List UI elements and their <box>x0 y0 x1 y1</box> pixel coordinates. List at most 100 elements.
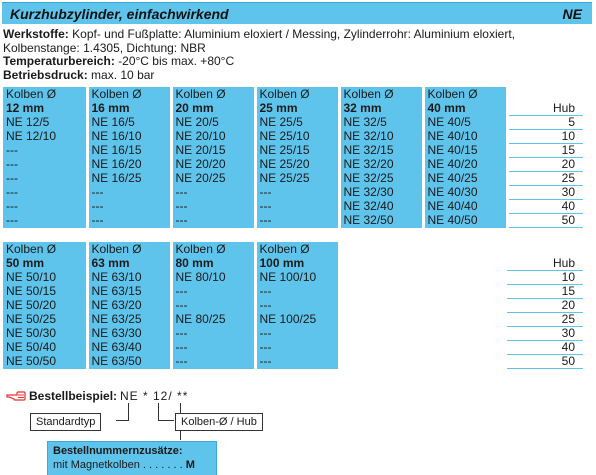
model-cell: --- <box>87 199 173 214</box>
table-row: --- NE 16/20 NE 20/20 NE 25/20 NE 32/20 NE 40… <box>3 157 583 172</box>
model-cell: NE 32/30 <box>339 185 425 200</box>
column-piston-label: Kolben Ø <box>87 242 173 256</box>
model-cell: NE 12/5 <box>3 115 89 130</box>
piston-hub-box: Kolben-Ø / Hub <box>175 413 263 431</box>
model-cell: NE 40/20 <box>423 157 509 172</box>
column-piston-label: Kolben Ø <box>171 87 257 101</box>
model-cell: --- <box>255 199 341 214</box>
model-cell: NE 16/25 <box>87 171 173 186</box>
blank-cell <box>339 242 507 256</box>
model-cell: NE 25/25 <box>255 171 341 186</box>
model-cell: NE 50/40 <box>3 340 89 355</box>
addon-title: Bestellnummernzusätze: <box>53 445 183 457</box>
model-cell: NE 25/10 <box>255 129 341 144</box>
blank-cell <box>339 312 507 327</box>
hub-value: 10 <box>507 129 583 144</box>
model-cell: --- <box>255 284 341 299</box>
pressure-text: max. 10 bar <box>91 67 155 82</box>
model-cell: NE 32/25 <box>339 171 425 186</box>
model-cell: NE 63/40 <box>87 340 173 355</box>
table-row: NE 50/50 NE 63/50 --- --- 50 <box>3 354 583 369</box>
hub-value: 20 <box>507 157 583 172</box>
model-cell: --- <box>255 185 341 200</box>
column-diameter: 50 mm <box>3 256 89 271</box>
order-addon-box: Bestellnummernzusätze: mit Magnetkolben … <box>47 441 217 475</box>
hub-value: 50 <box>507 354 583 369</box>
model-cell: NE 25/15 <box>255 143 341 158</box>
order-label: Bestellbeispiel: <box>29 389 118 403</box>
model-cell: --- <box>87 185 173 200</box>
model-cell: NE 40/5 <box>423 115 509 130</box>
table-row: --- --- --- --- NE 32/50 NE 40/50 50 <box>3 213 583 228</box>
model-cell: NE 80/10 <box>171 270 257 285</box>
pressure-line: Betriebsdruck: max. 10 bar <box>3 67 591 83</box>
column-piston-label: Kolben Ø <box>171 242 257 256</box>
page-title: Kurzhubzylinder, einfachwirkend <box>10 6 229 22</box>
model-cell: --- <box>3 185 89 200</box>
materials-label: Werkstoffe: <box>3 27 69 41</box>
table-row: NE 12/5 NE 16/5 NE 20/5 NE 25/5 NE 32/5 NE 40… <box>3 115 583 130</box>
model-cell: NE 50/15 <box>3 284 89 299</box>
column-piston-label: Kolben Ø <box>255 242 341 256</box>
table-row: --- NE 16/15 NE 20/15 NE 25/15 NE 32/15 NE 40… <box>3 143 583 158</box>
column-piston-label: Kolben Ø <box>3 242 89 256</box>
column-diameter: 40 mm <box>423 101 509 116</box>
temperature-line: Temperaturbereich: -20°C bis max. +80°C <box>3 54 591 69</box>
connector-piston-vertical <box>158 403 159 420</box>
column-piston-label: Kolben Ø <box>255 87 341 101</box>
addon-code: M <box>185 459 195 471</box>
column-diameter: 100 mm <box>255 256 341 271</box>
model-cell: NE 25/5 <box>255 115 341 130</box>
title-bar: Kurzhubzylinder, einfachwirkend NE <box>2 2 592 24</box>
table-row: --- --- --- --- NE 32/40 NE 40/40 40 <box>3 199 583 214</box>
piston-table-small: Kolben Ø Kolben Ø Kolben Ø Kolben Ø Kolben Ø… <box>3 87 583 228</box>
column-diameter: 25 mm <box>255 101 341 116</box>
model-cell: --- <box>255 354 341 369</box>
model-cell: NE 16/20 <box>87 157 173 172</box>
model-cell: --- <box>255 340 341 355</box>
model-cell: --- <box>3 213 89 228</box>
pointing-hand-icon <box>6 390 26 402</box>
table-row: NE 50/20 NE 63/20 --- --- 20 <box>3 298 583 313</box>
header-row: Kolben Ø Kolben Ø Kolben Ø Kolben Ø <box>3 242 583 256</box>
model-cell: --- <box>255 213 341 228</box>
model-cell: --- <box>171 284 257 299</box>
model-cell: --- <box>3 171 89 186</box>
model-cell: --- <box>171 326 257 341</box>
model-cell: NE 20/15 <box>171 143 257 158</box>
column-diameter: 63 mm <box>87 256 173 271</box>
model-cell: NE 63/15 <box>87 284 173 299</box>
model-cell: NE 40/25 <box>423 171 509 186</box>
model-cell: NE 80/25 <box>171 312 257 327</box>
column-piston-label: Kolben Ø <box>3 87 89 101</box>
model-cell: NE 16/10 <box>87 129 173 144</box>
hub-value: 15 <box>507 284 583 299</box>
table-row: NE 50/40 NE 63/40 --- --- 40 <box>3 340 583 355</box>
temperature-label: Temperaturbereich: <box>3 54 115 68</box>
model-cell: NE 40/30 <box>423 185 509 200</box>
materials-line: Werkstoffe: Kopf- und Fußplatte: Alumini… <box>3 27 591 55</box>
model-cell: NE 100/10 <box>255 270 341 285</box>
model-cell: NE 32/40 <box>339 199 425 214</box>
order-code: NE * 12/ ** <box>120 389 189 403</box>
table-row: NE 50/25 NE 63/25 NE 80/25 NE 100/25 25 <box>3 312 583 327</box>
temperature-text: -20°C bis max. +80°C <box>118 54 235 68</box>
hub-value: 30 <box>507 326 583 341</box>
model-cell: NE 63/25 <box>87 312 173 327</box>
model-cell: --- <box>171 185 257 200</box>
blank-cell <box>339 284 507 299</box>
table-row: NE 50/15 NE 63/15 --- --- 15 <box>3 284 583 299</box>
hub-value: 25 <box>507 312 583 327</box>
model-cell: NE 32/50 <box>339 213 425 228</box>
empty-hub-cell <box>507 87 583 101</box>
materials-text: Kopf- und Fußplatte: Aluminium eloxiert … <box>3 27 515 55</box>
model-cell: NE 16/5 <box>87 115 173 130</box>
model-cell: --- <box>87 213 173 228</box>
model-cell: NE 32/20 <box>339 157 425 172</box>
pressure-label: Betriebsdruck: <box>3 67 88 82</box>
connector-piston-horizontal <box>158 420 174 421</box>
model-cell: NE 40/10 <box>423 129 509 144</box>
model-cell: NE 40/15 <box>423 143 509 158</box>
table-row: NE 50/30 NE 63/30 --- --- 30 <box>3 326 583 341</box>
hub-value: 25 <box>507 171 583 186</box>
